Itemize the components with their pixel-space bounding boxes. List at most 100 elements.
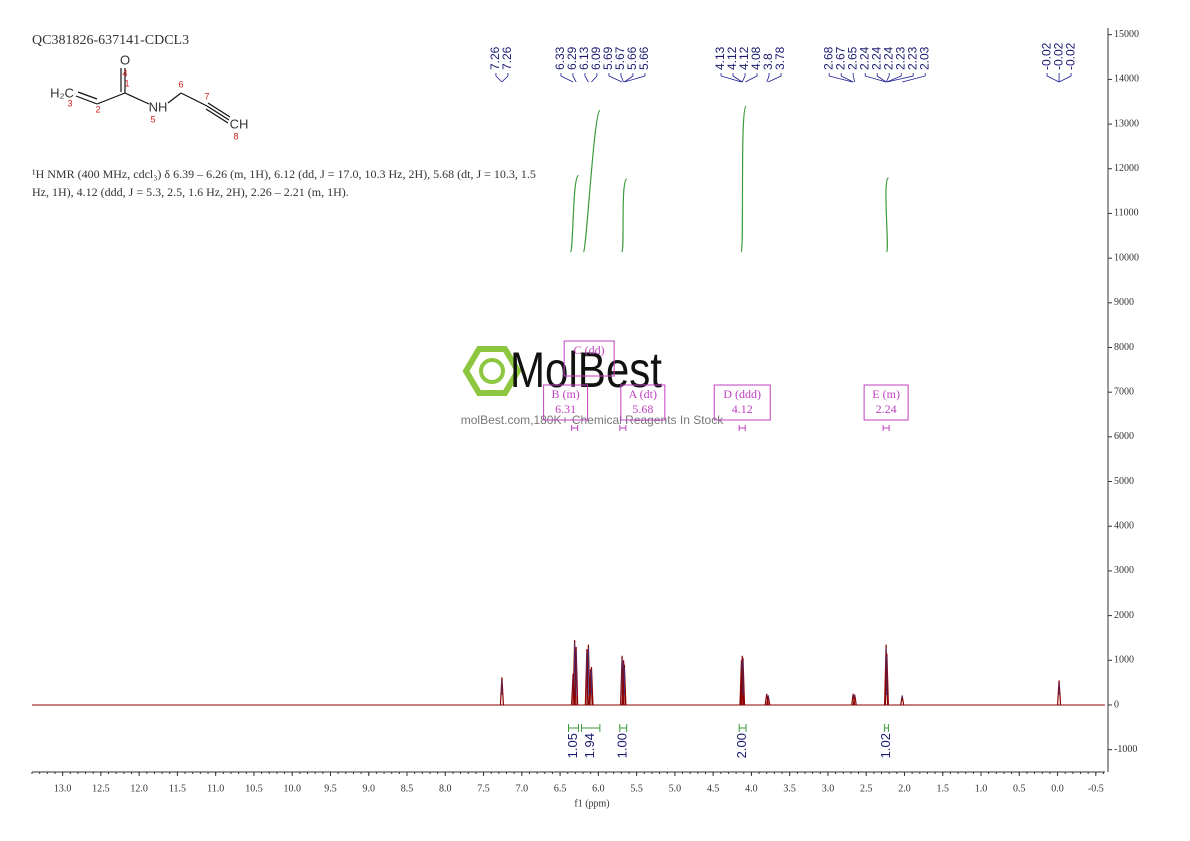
integral-label: 1.94 — [582, 733, 597, 758]
integral-label: 1.00 — [615, 733, 630, 758]
peak-label-leader — [624, 73, 646, 83]
x-tick-label: 11.5 — [169, 783, 186, 794]
peak-label-leader — [885, 73, 890, 83]
peak-label-leader — [886, 73, 914, 83]
peak-label: 3.8 — [761, 53, 775, 70]
y-tick-label: 9000 — [1114, 297, 1134, 308]
peak — [586, 644, 591, 705]
y-tick-label: 0 — [1114, 699, 1119, 710]
peak-label-leader — [495, 73, 503, 83]
peak — [1056, 680, 1062, 706]
multiplet-label: D (ddd) — [723, 387, 761, 401]
peak-label-leader — [608, 73, 623, 83]
x-tick-label: 5.5 — [630, 783, 643, 794]
y-tick-label: 1000 — [1114, 655, 1134, 666]
atom-number: 8 — [233, 131, 238, 141]
description-line: ¹H NMR (400 MHz, cdcl₃) δ 6.39 – 6.26 (m… — [32, 167, 536, 181]
peak — [574, 646, 579, 705]
peak-label: -0.02 — [1051, 42, 1065, 70]
peak-label-leader — [828, 73, 853, 83]
peak-label: 3.78 — [773, 46, 787, 70]
x-axis-label: f1 (ppm) — [574, 798, 609, 809]
integral-bracket — [619, 724, 628, 732]
peak-label: 2.68 — [821, 46, 835, 70]
peak-label: -0.02 — [1039, 42, 1053, 70]
y-tick-label: 3000 — [1114, 565, 1134, 576]
peak-label-leader — [584, 73, 589, 83]
atom-label: NH — [149, 99, 168, 114]
peak — [589, 666, 594, 705]
y-tick-label: 11000 — [1114, 208, 1139, 219]
y-tick-label: 10000 — [1114, 252, 1139, 263]
x-tick-label: 4.0 — [745, 783, 758, 794]
multiplet-marker — [619, 425, 627, 431]
atom-number: 5 — [150, 114, 155, 124]
integral-curve — [740, 105, 747, 253]
peak-label-leader — [732, 73, 743, 83]
x-tick-label: 13.0 — [54, 783, 72, 794]
y-tick-label: 12000 — [1114, 163, 1139, 174]
x-tick-label: 10.5 — [245, 783, 263, 794]
peak-label-leader — [741, 73, 746, 83]
atom-number: 4 — [122, 68, 127, 78]
atom-number: 1 — [124, 78, 129, 88]
peak-label: 2.67 — [833, 46, 847, 70]
y-tick-label: 5000 — [1114, 476, 1134, 487]
multiplet-shift: 6.31 — [555, 402, 576, 416]
multiplet-label: C (dd) — [574, 343, 605, 357]
multiplet-label: E (m) — [872, 387, 900, 401]
peak — [852, 694, 857, 706]
peak — [499, 677, 505, 706]
peak-label: 7.26 — [500, 46, 514, 70]
x-tick-label: 7.5 — [477, 783, 490, 794]
x-tick-label: 4.5 — [707, 783, 720, 794]
peak-label: 7.26 — [488, 46, 502, 70]
peak-label: 5.66 — [625, 46, 639, 70]
integral-curve — [569, 174, 580, 253]
x-tick-label: 1.5 — [936, 783, 949, 794]
peak-label-leader — [501, 73, 509, 83]
y-tick-label: 7000 — [1114, 386, 1134, 397]
peak-label: 2.24 — [869, 46, 883, 70]
peak-label: 5.67 — [613, 46, 627, 70]
multiplet-box — [620, 384, 666, 421]
integral-label: 1.02 — [878, 733, 893, 758]
integral-bracket — [568, 724, 579, 732]
peak-label-leader — [624, 73, 634, 83]
x-tick-label: 7.0 — [516, 783, 529, 794]
multiplet-box — [543, 384, 589, 421]
peak-label-leader — [1058, 73, 1072, 83]
multiplet-shift: 2.24 — [876, 402, 897, 416]
y-tick-label: 2000 — [1114, 610, 1134, 621]
x-tick-label: 8.0 — [439, 783, 452, 794]
peak — [570, 673, 576, 706]
atom-number: 7 — [204, 91, 209, 101]
multiplet-marker — [738, 425, 746, 431]
peak-label: 5.66 — [637, 46, 651, 70]
atom-label: H₂C — [50, 85, 74, 100]
integral-bracket — [581, 724, 601, 732]
structure: O H₂C NH CH 1 2 3 4 5 6 7 8 — [50, 52, 248, 141]
atom-label: CH — [230, 116, 249, 131]
atom-number: 3 — [67, 98, 72, 108]
y-tick-label: 8000 — [1114, 342, 1134, 353]
peak-label-leader — [572, 73, 577, 83]
y-tick-label: 13000 — [1114, 118, 1139, 129]
peak-label: 6.13 — [577, 46, 591, 70]
x-tick-label: 10.0 — [283, 783, 301, 794]
x-tick-label: 0.5 — [1013, 783, 1026, 794]
integral-curve — [621, 178, 628, 253]
multiplet-label: A (dt) — [629, 387, 657, 401]
x-tick-label: 8.5 — [401, 783, 414, 794]
peak — [740, 658, 746, 705]
peak-label: 6.29 — [565, 46, 579, 70]
peak-label-leader — [840, 73, 854, 83]
x-tick-label: 1.0 — [975, 783, 988, 794]
x-tick-label: 2.5 — [860, 783, 873, 794]
y-tick-label: 14000 — [1114, 74, 1139, 85]
peak-label: 2.23 — [905, 46, 919, 70]
peak-label-leader — [620, 73, 624, 83]
x-tick-label: 5.0 — [669, 783, 682, 794]
